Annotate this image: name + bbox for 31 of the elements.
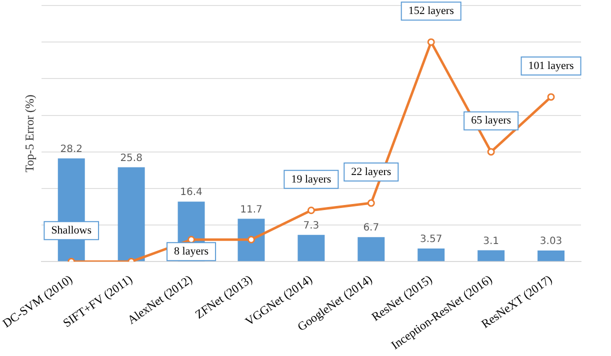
data-label: 3.1 <box>483 236 500 247</box>
annotation: 101 layers <box>528 60 574 72</box>
data-label: 16.4 <box>180 187 202 198</box>
bar <box>298 234 325 262</box>
annotation: 152 layers <box>408 4 454 17</box>
point <box>547 93 555 101</box>
data-label: 6.7 <box>363 222 380 234</box>
point <box>188 236 196 244</box>
bar <box>238 218 265 262</box>
bar <box>538 250 565 262</box>
y-axis-title: Top-5 Error (%) <box>22 94 36 172</box>
point <box>427 38 435 46</box>
annotation: 65 layers <box>471 114 512 127</box>
data-label: 3.57 <box>420 234 442 246</box>
data-label: 28.2 <box>60 144 82 156</box>
data-label: 7.3 <box>303 220 320 232</box>
annotation: Shallows <box>51 224 92 236</box>
point <box>247 236 255 244</box>
data-label: 11.7 <box>240 204 262 216</box>
point <box>487 148 495 156</box>
data-label: 25.8 <box>120 152 142 164</box>
annotation: 22 layers <box>351 166 392 178</box>
bar <box>478 250 505 262</box>
point <box>367 199 375 207</box>
data-label: 3.03 <box>540 236 562 248</box>
point <box>307 206 315 214</box>
bar <box>358 237 385 262</box>
annotation: 8 layers <box>174 246 209 258</box>
annotation: 19 layers <box>291 173 332 186</box>
bar <box>418 248 445 262</box>
bar <box>118 167 145 262</box>
